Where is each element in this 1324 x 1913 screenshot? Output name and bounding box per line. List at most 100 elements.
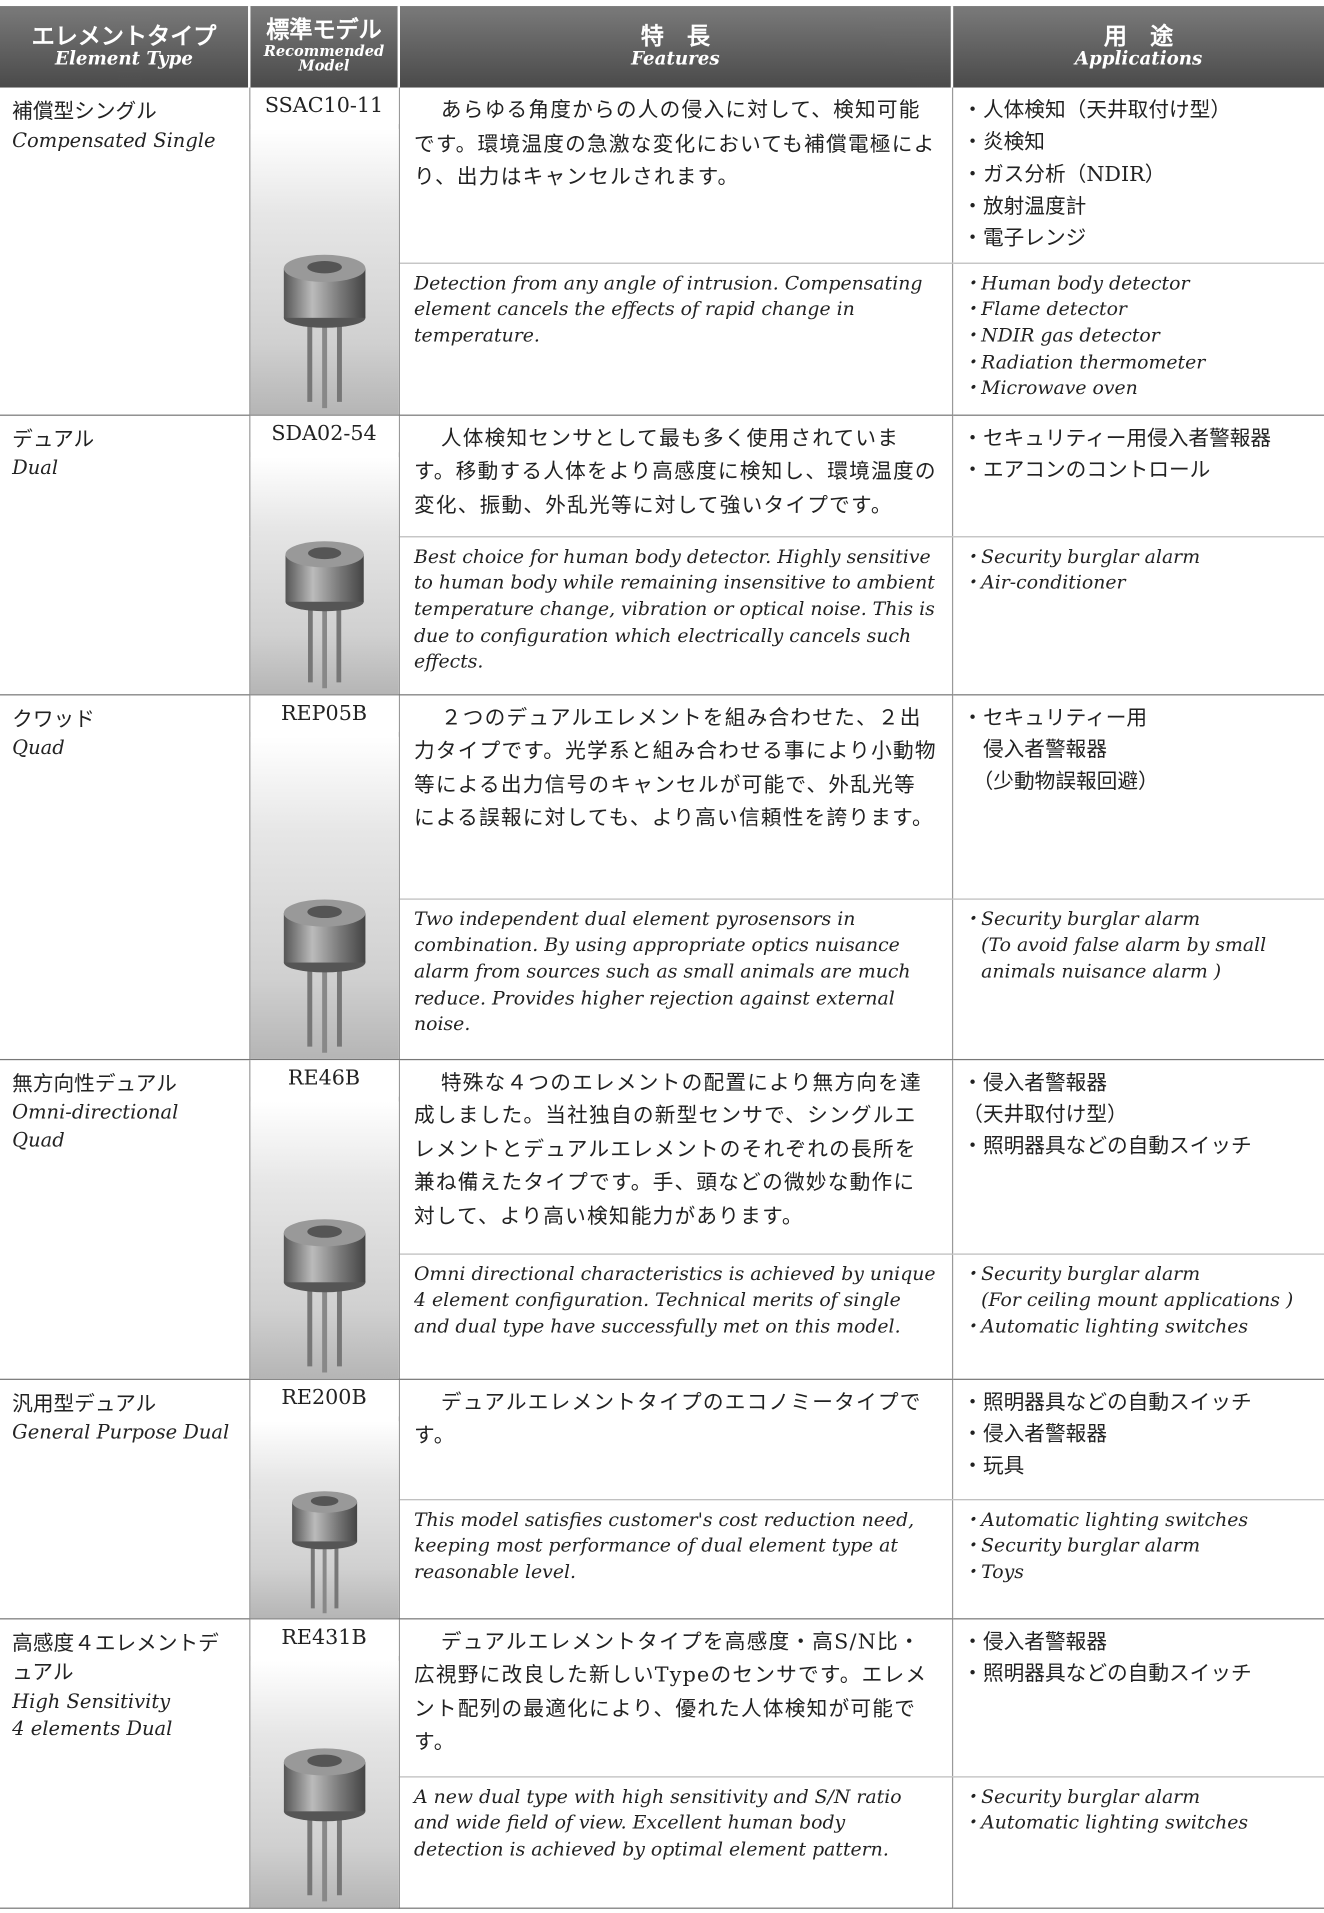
type-en: Quad <box>12 735 65 760</box>
type-ja: 高感度４エレメントデュアル <box>12 1631 219 1686</box>
application-ja: ・セキュリティー用 <box>962 706 1148 731</box>
photo <box>249 456 399 694</box>
type-en: Omni-directional Quad <box>12 1100 179 1152</box>
model-name: RE200B <box>249 1379 399 1417</box>
features-ja-cell: デュアルエレメントタイプを高感度・高S/N比・広視野に改良した新しいTypeのセ… <box>398 1618 952 1778</box>
applications-ja-cell: ・侵入者警報器・照明器具などの自動スイッチ <box>951 1618 1324 1778</box>
sensor-photo <box>284 540 364 688</box>
applications-ja-cell: ・照明器具などの自動スイッチ ・侵入者警報器 ・玩具 <box>951 1378 1324 1500</box>
model-cell: RE46B <box>248 1059 400 1380</box>
applications-ja-cell: ・人体検知（天井取付け型） ・炎検知 ・ガス分析（NDIR） ・放射温度計 ・電子レンジ <box>951 87 1324 264</box>
features-ja: ２つのデュアルエレメントを組み合わせた、２出力タイプです。光学系と組み合わせる事… <box>413 706 937 831</box>
features-ja: 特殊な４つのエレメントの配置により無方向を達成しました。当社独自の新型センサで、… <box>413 1070 922 1229</box>
features-ja: デュアルエレメントタイプを高感度・高S/N比・広視野に改良した新しいTypeのセ… <box>413 1630 928 1755</box>
type-ja: 汎用型デュアル <box>12 1391 157 1417</box>
applications-en-cell: ・Security burglar alarm ・Automatic lighti… <box>951 1776 1324 1909</box>
application-ja: ・セキュリティー用侵入者警報器 <box>962 426 1272 451</box>
features-ja-cell: ２つのデュアルエレメントを組み合わせた、２出力タイプです。光学系と組み合わせる事… <box>398 694 952 900</box>
sensor-photo <box>283 899 365 1053</box>
application-en: ・Flame detector <box>962 298 1127 321</box>
header-ja: 標準モデル <box>266 16 382 44</box>
application-ja: ・侵入者警報器 <box>962 1630 1107 1655</box>
application-en: ・Security burglar alarm <box>962 545 1201 568</box>
applications-en-cell: ・Security burglar alarm (For ceiling mou… <box>951 1253 1324 1380</box>
header-cell: エレメントタイプ Element Type <box>0 6 250 88</box>
application-ja: ・放射温度計 <box>962 194 1087 219</box>
type-en: Compensated Single <box>12 128 216 152</box>
model-name: SSAC10-11 <box>249 87 399 125</box>
type-ja: クワッド <box>12 707 95 732</box>
sensor-photo <box>283 1218 365 1373</box>
features-ja: デュアルエレメントタイプのエコノミータイプです。 <box>413 1390 922 1449</box>
application-ja: ・照明器具などの自動スイッチ <box>962 1390 1252 1415</box>
application-en: ・Automatic lighting switches <box>962 1315 1249 1338</box>
type-cell: 汎用型デュアル General Purpose Dual <box>0 1378 250 1620</box>
model-name: SDA02-54 <box>249 415 399 452</box>
features-en: Omni directional characteristics is achi… <box>413 1262 936 1338</box>
features-en-cell: A new dual type with high sensitivity an… <box>398 1776 952 1909</box>
application-ja: （天井取付け型） <box>962 1102 1128 1128</box>
row-en: Omni directional characteristics is achi… <box>0 1253 1324 1380</box>
row-en: Two independent dual element pyrosensors… <box>0 898 1324 1060</box>
features-ja-cell: 人体検知センサとして最も多く使用されています。移動する人体をより高感度に検知し、… <box>398 414 952 538</box>
type-en: Dual <box>12 456 59 480</box>
type-cell: 無方向性デュアル Omni-directional Quad <box>0 1059 250 1380</box>
application-en: ・Security burglar alarm <box>962 1262 1201 1285</box>
header-en: Features <box>631 46 720 69</box>
features-ja-cell: デュアルエレメントタイプのエコノミータイプです。 <box>398 1378 952 1500</box>
application-ja: ・エアコンのコントロール <box>962 458 1211 483</box>
row-ja: 補償型シングル Compensated Single SSAC10-11 あらゆる角… <box>0 87 1324 416</box>
application-en: ・Security burglar alarm <box>962 907 1201 930</box>
photo <box>249 736 399 1059</box>
applications-en-cell: ・Security burglar alarm ・Air-conditioner <box>951 536 1324 696</box>
application-ja: （少動物誤報回避） <box>962 770 1159 795</box>
application-ja: 侵入者警報器 <box>962 738 1107 763</box>
applications-ja-cell: ・侵入者警報器 （天井取付け型） ・照明器具などの自動スイッチ <box>951 1059 1324 1255</box>
application-en: (For ceiling mount applications ) <box>962 1289 1294 1312</box>
application-en: ・Microwave oven <box>962 377 1138 400</box>
model-cell: RE200B <box>248 1378 400 1620</box>
application-ja: ・侵入者警報器 <box>962 1070 1107 1096</box>
applications-en-cell: ・Security burglar alarm (To avoid false … <box>951 898 1324 1060</box>
application-ja: ・照明器具などの自動スイッチ <box>962 1662 1252 1687</box>
features-en: Best choice for human body detector. Hig… <box>413 545 935 673</box>
type-ja: デュアル <box>12 427 95 452</box>
application-en: ・Radiation thermometer <box>962 351 1206 373</box>
header-cell: 標準モデル Recommended Model <box>248 6 399 88</box>
header-en: Model <box>298 57 350 75</box>
photo <box>249 128 399 415</box>
sensor-photo <box>283 254 365 409</box>
application-en: ・Automatic lighting switches <box>962 1508 1249 1531</box>
row-en: Best choice for human body detector. Hig… <box>0 536 1324 696</box>
model-cell: REP05B <box>248 694 400 1060</box>
header-cell: 特 長 Features <box>397 6 952 88</box>
application-ja: ・人体検知（天井取付け型） <box>962 98 1231 123</box>
features-en-cell: This model satisfies customer's cost red… <box>398 1499 952 1620</box>
features-en-cell: Omni directional characteristics is achi… <box>398 1253 952 1380</box>
application-en: ・Automatic lighting switches <box>962 1812 1249 1834</box>
row-en: This model satisfies customer's cost red… <box>0 1499 1324 1620</box>
features-ja-cell: 特殊な４つのエレメントの配置により無方向を達成しました。当社独自の新型センサで、… <box>398 1059 952 1255</box>
features-en: This model satisfies customer's cost red… <box>413 1508 915 1584</box>
header-cell: 用 途 Applications <box>950 6 1324 88</box>
type-cell: 高感度４エレメントデュアル High Sensitivity 4 elements … <box>0 1618 250 1909</box>
row-en: A new dual type with high sensitivity an… <box>0 1776 1324 1909</box>
application-ja: ・照明器具などの自動スイッチ <box>962 1134 1252 1160</box>
sensor-table: エレメントタイプ Element Type 標準モデル Recommended Mod… <box>0 6 1324 1909</box>
applications-en-cell: ・Human body detector ・Flame detector ・NDIR… <box>951 262 1324 416</box>
type-cell: クワッド Quad <box>0 694 250 1060</box>
application-en: ・Toys <box>962 1561 1024 1584</box>
photo <box>249 1101 399 1379</box>
header-en: Applications <box>1074 46 1203 69</box>
row-ja: デュアル Dual SDA02-54 人体検知センサとして最も多く使用されています。… <box>0 414 1324 696</box>
model-name: REP05B <box>249 695 399 732</box>
application-en: ・Security burglar alarm <box>962 1785 1201 1808</box>
sensor-photo <box>291 1490 357 1613</box>
type-ja: 無方向性デュアル <box>12 1071 177 1097</box>
photo <box>249 1420 399 1618</box>
application-en: ・Air-conditioner <box>962 571 1126 594</box>
model-name: RE46B <box>249 1059 399 1097</box>
header-ja: 特 長 <box>640 22 711 50</box>
header-ja: エレメントタイプ <box>31 22 217 50</box>
